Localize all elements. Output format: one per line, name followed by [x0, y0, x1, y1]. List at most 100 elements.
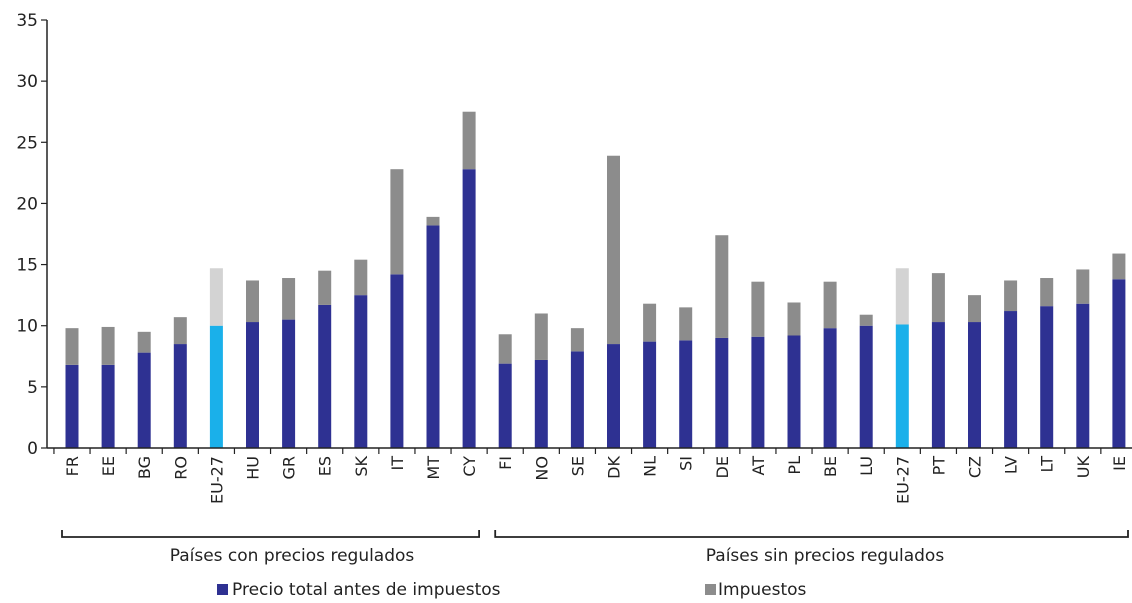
bar-pre-tax-uk	[1076, 303, 1090, 448]
x-tick-label: IT	[388, 456, 407, 471]
bar-pre-tax-de	[715, 337, 729, 448]
bar-tax-se	[570, 328, 584, 352]
x-tick-label: GR	[280, 456, 299, 480]
bars	[65, 111, 1126, 448]
x-tick-label: BE	[821, 456, 840, 477]
x-tick-label: PL	[785, 456, 804, 475]
bar-pre-tax-si	[679, 340, 693, 448]
bar-pre-tax-mt	[426, 225, 440, 448]
bar-tax-lv	[1004, 280, 1018, 312]
bar-tax-uk	[1076, 269, 1090, 304]
x-tick-label: SK	[352, 456, 371, 477]
bar-pre-tax-fr	[65, 364, 79, 448]
bar-pre-tax-es	[318, 304, 332, 448]
y-tick-label: 30	[16, 72, 38, 92]
bar-pre-tax-pt	[931, 322, 945, 448]
bar-tax-ro	[173, 317, 187, 345]
x-tick-label: LV	[1002, 456, 1021, 474]
bar-pre-tax-lt	[1040, 306, 1054, 448]
y-tick-label: 5	[27, 378, 38, 398]
x-tick-label: PT	[929, 456, 948, 476]
bar-pre-tax-it	[390, 274, 404, 448]
bar-tax-de	[715, 235, 729, 338]
bar-pre-tax-nl	[643, 341, 657, 448]
y-axis: 0 5 10 15 20 25 30 35	[16, 11, 48, 459]
x-tick-label: DK	[605, 455, 624, 478]
x-tick-label: CZ	[966, 456, 985, 478]
x-tick-label: EU-27	[207, 456, 226, 504]
bar-pre-tax-ro	[173, 344, 187, 448]
bar-tax-eu-27	[895, 268, 909, 325]
bar-tax-gr	[282, 278, 296, 320]
y-tick-label: 15	[16, 256, 38, 276]
legend-label: Impuestos	[718, 580, 807, 600]
bar-pre-tax-bg	[137, 352, 151, 448]
x-tick-label: DE	[713, 456, 732, 478]
x-tick-label: LT	[1038, 456, 1057, 473]
x-tick-label: FI	[496, 456, 515, 470]
bar-pre-tax-no	[534, 359, 548, 448]
bar-tax-pt	[931, 273, 945, 323]
bar-tax-sk	[354, 259, 368, 296]
bar-pre-tax-lu	[859, 325, 873, 448]
bar-tax-no	[534, 313, 548, 360]
x-tick-label: FR	[63, 456, 82, 476]
x-tick-label: RO	[171, 456, 190, 480]
y-tick-label: 0	[27, 439, 38, 459]
x-tick-label: CY	[460, 456, 479, 477]
y-tick-label: 25	[16, 133, 38, 153]
bar-pre-tax-fi	[498, 363, 512, 448]
bar-pre-tax-pl	[787, 335, 801, 448]
legend-swatch	[705, 584, 716, 595]
bar-tax-cz	[968, 295, 981, 323]
bar-tax-mt	[426, 216, 440, 226]
bar-tax-nl	[643, 303, 657, 342]
legend-swatch	[217, 584, 228, 595]
x-tick-label: MT	[424, 456, 443, 480]
x-tick-label: ES	[316, 456, 335, 476]
bar-tax-bg	[137, 331, 151, 353]
x-tick-label: HU	[244, 456, 263, 480]
bar-pre-tax-hu	[246, 322, 259, 448]
bar-tax-fi	[498, 334, 512, 364]
x-tick-label: IE	[1110, 456, 1129, 471]
bar-pre-tax-cz	[968, 322, 981, 448]
bar-pre-tax-ie	[1112, 279, 1126, 448]
bar-pre-tax-ee	[101, 364, 115, 448]
group-bracket	[61, 530, 480, 538]
bar-pre-tax-at	[751, 336, 765, 448]
y-tick-label: 20	[16, 194, 38, 214]
bar-tax-at	[751, 281, 765, 337]
x-tick-label: AT	[749, 456, 768, 476]
bar-pre-tax-be	[823, 328, 837, 448]
bar-pre-tax-eu-27	[209, 325, 223, 448]
x-tick-label: UK	[1074, 455, 1093, 478]
bar-tax-lt	[1040, 278, 1054, 307]
bar-tax-ie	[1112, 253, 1126, 280]
bar-pre-tax-se	[570, 351, 584, 448]
bar-tax-be	[823, 281, 837, 329]
bar-pre-tax-eu-27	[895, 324, 909, 448]
bar-tax-cy	[462, 111, 476, 170]
y-tick-label: 35	[16, 11, 38, 31]
bar-tax-ee	[101, 326, 115, 365]
x-tick-label: LU	[857, 456, 876, 476]
bar-tax-eu-27	[209, 268, 223, 326]
bar-pre-tax-cy	[462, 169, 476, 448]
x-tick-label: SE	[568, 456, 587, 476]
bar-pre-tax-sk	[354, 295, 368, 448]
legend: Precio total antes de impuestos Impuestos	[217, 580, 807, 600]
bar-tax-fr	[65, 328, 79, 365]
x-tick-label: NL	[641, 456, 660, 477]
bar-tax-es	[318, 270, 332, 305]
legend-label: Precio total antes de impuestos	[232, 580, 501, 600]
x-tick-label: BG	[135, 456, 154, 479]
bar-tax-lu	[859, 314, 873, 326]
bar-pre-tax-dk	[607, 344, 620, 448]
x-tick-label: EE	[99, 456, 118, 476]
bar-tax-pl	[787, 302, 801, 336]
x-tick-label: SI	[677, 456, 696, 471]
x-axis: FR EE BG RO EU-27 HU GR ES SK IT MT CY FI NO SE DK NL SI D…	[47, 447, 1132, 504]
x-tick-label: NO	[532, 456, 551, 481]
